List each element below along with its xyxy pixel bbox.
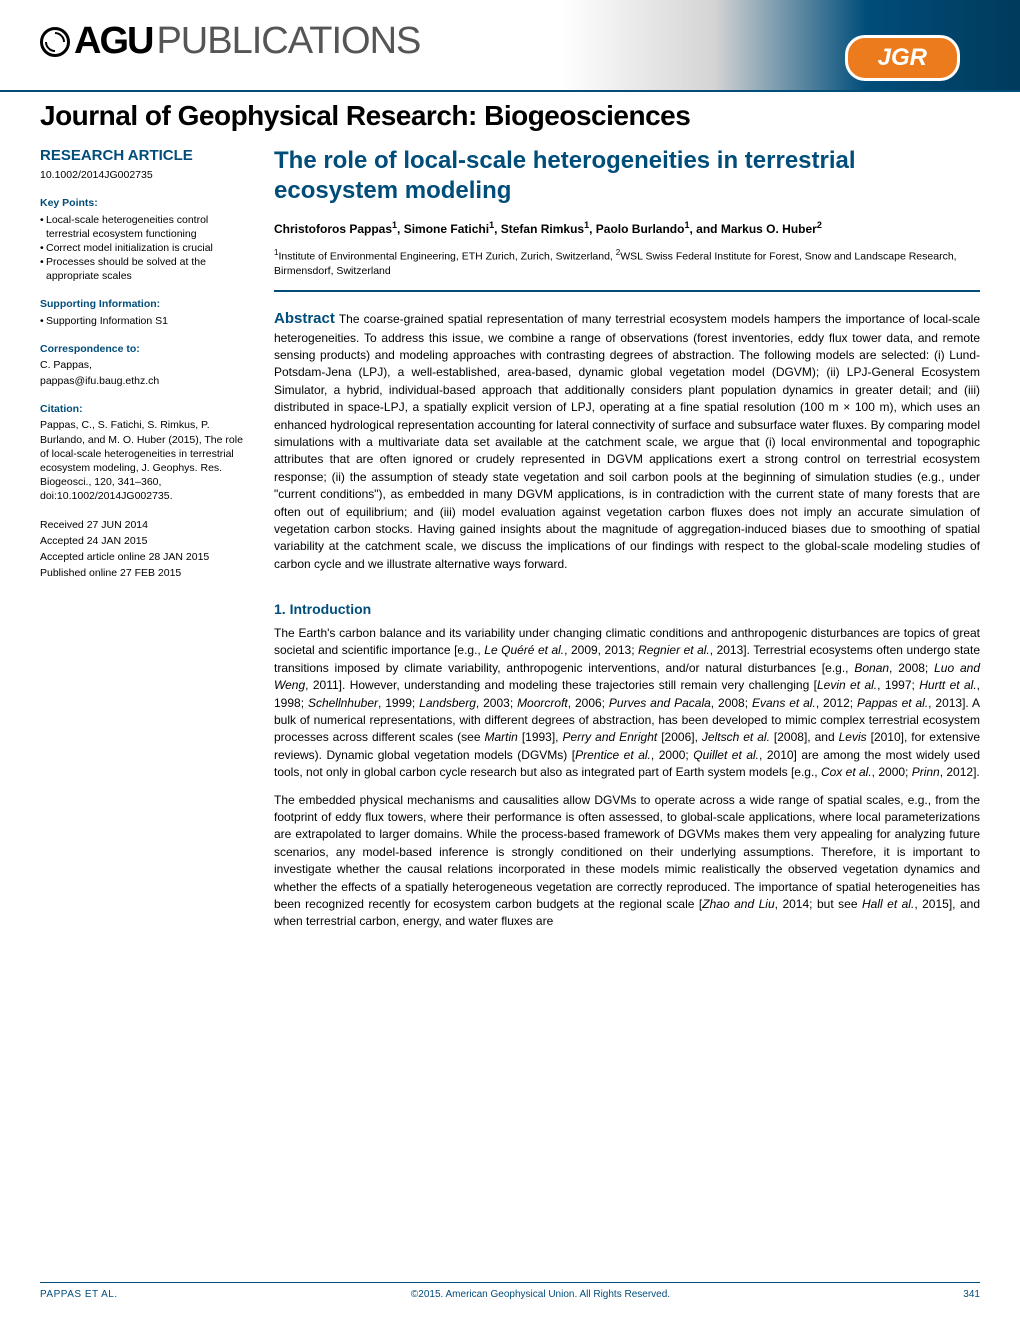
footer-copyright: ©2015. American Geophysical Union. All R… xyxy=(411,1289,670,1300)
key-point: Local-scale heterogeneities control terr… xyxy=(40,213,250,241)
section-heading-introduction: 1. Introduction xyxy=(274,601,980,617)
agu-publications-logo: AGU PUBLICATIONS xyxy=(40,20,980,63)
date-published: Published online 27 FEB 2015 xyxy=(40,566,250,580)
abstract-label: Abstract xyxy=(274,310,335,327)
doi: 10.1002/2014JG002735 xyxy=(40,168,250,182)
journal-title: Journal of Geophysical Research: Biogeos… xyxy=(40,100,980,132)
key-point: Processes should be solved at the approp… xyxy=(40,255,250,283)
key-points-list: Local-scale heterogeneities control terr… xyxy=(40,213,250,284)
date-accepted: Accepted 24 JAN 2015 xyxy=(40,534,250,548)
date-received: Received 27 JUN 2014 xyxy=(40,518,250,532)
publisher-banner: AGU PUBLICATIONS JGR xyxy=(0,0,1020,90)
intro-paragraph-1: The Earth's carbon balance and its varia… xyxy=(274,625,980,782)
citation-heading: Citation: xyxy=(40,402,250,416)
main-column: The role of local-scale heterogeneities … xyxy=(274,146,980,941)
footer-authors: PAPPAS ET AL. xyxy=(40,1289,118,1300)
jgr-badge: JGR xyxy=(845,35,960,81)
paper-title: The role of local-scale heterogeneities … xyxy=(274,146,980,206)
sidebar: RESEARCH ARTICLE 10.1002/2014JG002735 Ke… xyxy=(40,146,250,941)
abstract-text: The coarse-grained spatial representatio… xyxy=(274,312,980,571)
correspondence-heading: Correspondence to: xyxy=(40,342,250,356)
supporting-item: Supporting Information S1 xyxy=(40,314,250,328)
globe-icon xyxy=(40,27,70,57)
footer-page-number: 341 xyxy=(963,1289,980,1300)
key-point: Correct model initialization is crucial xyxy=(40,241,250,255)
affiliations: 1Institute of Environmental Engineering,… xyxy=(274,248,980,292)
supporting-info-heading: Supporting Information: xyxy=(40,297,250,311)
content-area: RESEARCH ARTICLE 10.1002/2014JG002735 Ke… xyxy=(0,146,1020,941)
agu-mark: AGU xyxy=(40,20,152,63)
page-footer: PAPPAS ET AL. ©2015. American Geophysica… xyxy=(40,1282,980,1300)
agu-text: AGU xyxy=(74,20,152,63)
intro-paragraph-2: The embedded physical mechanisms and cau… xyxy=(274,792,980,931)
citation-text: Pappas, C., S. Fatichi, S. Rimkus, P. Bu… xyxy=(40,418,250,503)
journal-title-bar: Journal of Geophysical Research: Biogeos… xyxy=(0,90,1020,146)
dates-block: Received 27 JUN 2014 Accepted 24 JAN 201… xyxy=(40,518,250,581)
supporting-info-list: Supporting Information S1 xyxy=(40,314,250,328)
abstract: Abstract The coarse-grained spatial repr… xyxy=(274,308,980,573)
correspondence-name: C. Pappas, xyxy=(40,358,250,372)
key-points-heading: Key Points: xyxy=(40,196,250,210)
article-type: RESEARCH ARTICLE xyxy=(40,146,250,166)
date-accepted-online: Accepted article online 28 JAN 2015 xyxy=(40,550,250,564)
publications-text: PUBLICATIONS xyxy=(156,20,420,63)
authors: Christoforos Pappas1, Simone Fatichi1, S… xyxy=(274,220,980,236)
correspondence-email: pappas@ifu.baug.ethz.ch xyxy=(40,374,250,388)
